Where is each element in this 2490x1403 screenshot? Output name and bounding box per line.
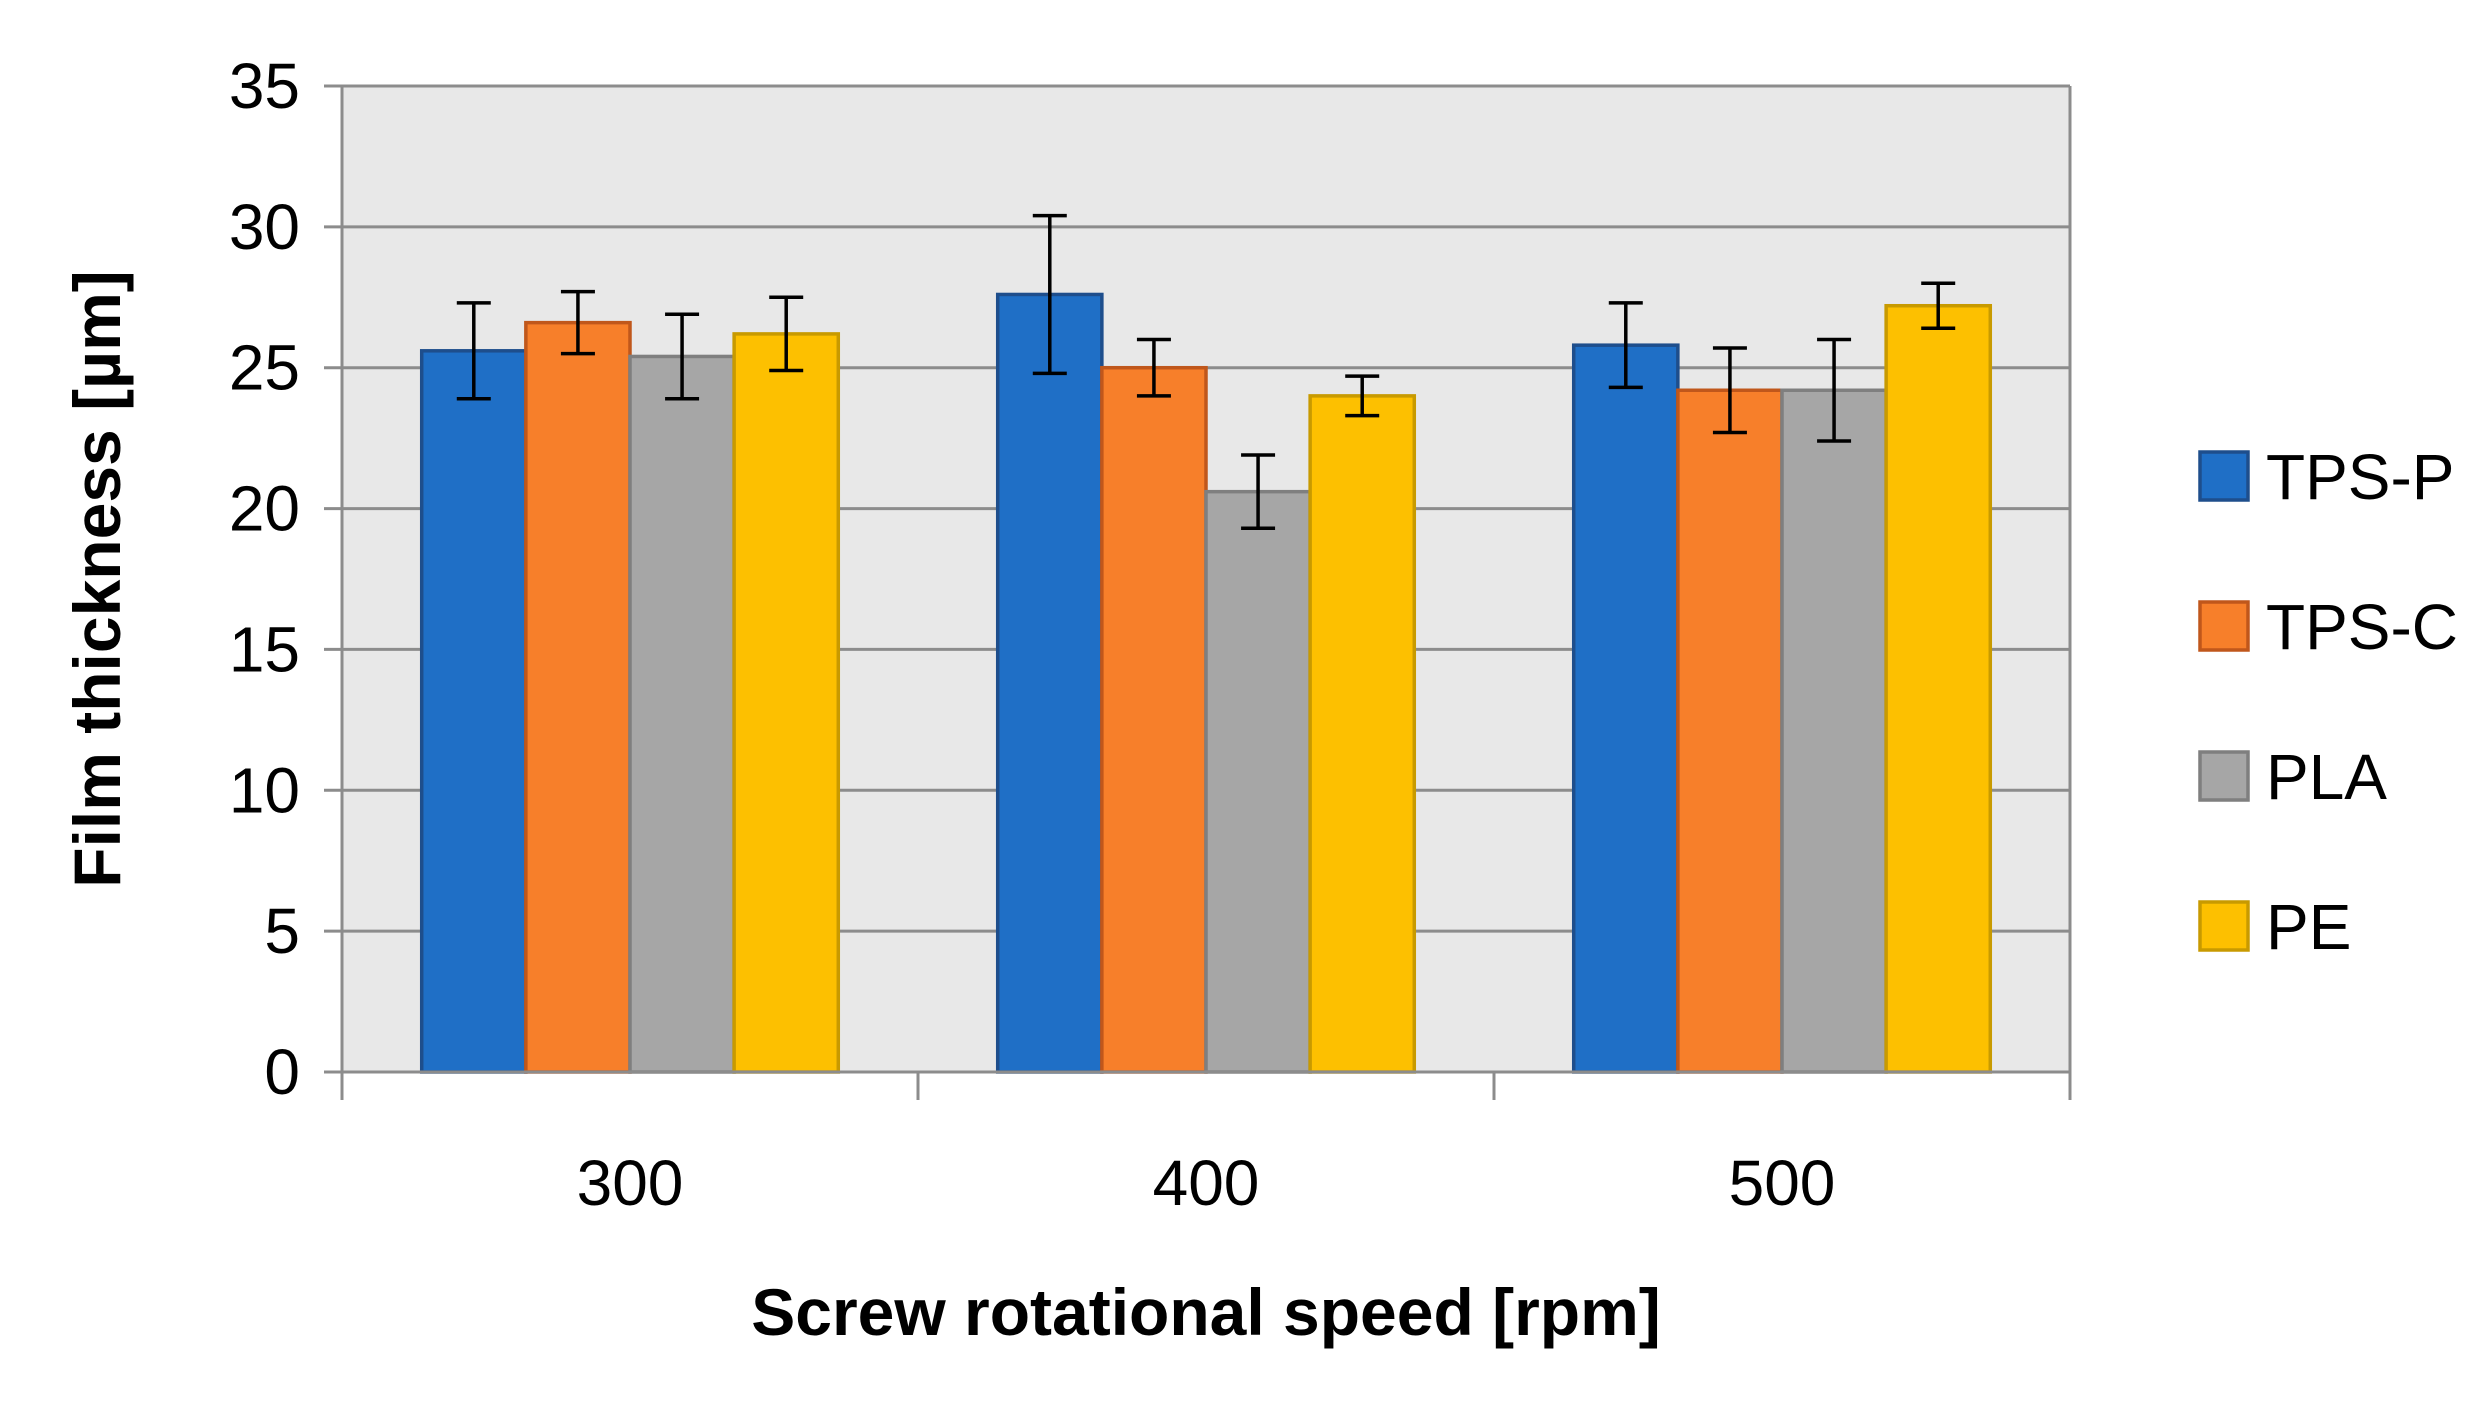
error-bar-pla-400 — [1241, 453, 1276, 531]
legend-swatch — [2198, 750, 2250, 802]
bar-tps-c-300 — [524, 320, 632, 1074]
error-bar-tps-p-400 — [1032, 213, 1067, 376]
error-bar-tps-p-300 — [456, 301, 491, 401]
bars — [419, 292, 1993, 1074]
x-axis — [340, 1070, 2072, 1100]
bar-pe-500 — [1884, 303, 1993, 1074]
legend-label: TPS-P — [2266, 441, 2454, 513]
y-tick-label: 0 — [264, 1036, 300, 1108]
legend-item-tps-c: TPS-C — [2198, 591, 2458, 663]
y-tick-label: 35 — [229, 50, 300, 122]
y-tick-label: 5 — [264, 895, 300, 967]
error-bars — [456, 213, 1956, 531]
legend: TPS-P TPS-C PLA PE — [2198, 441, 2458, 963]
x-tick-label: 400 — [1153, 1147, 1260, 1219]
error-bar-tps-c-500 — [1712, 346, 1747, 435]
x-tick-label: 300 — [577, 1147, 684, 1219]
bar-pla-300 — [628, 354, 736, 1074]
error-bar-tps-c-300 — [560, 289, 595, 356]
error-bar-tps-c-400 — [1136, 337, 1171, 398]
legend-label: PE — [2266, 891, 2351, 963]
x-axis-title: Screw rotational speed [rpm] — [751, 1275, 1661, 1349]
bar-tps-p-300 — [419, 349, 528, 1074]
bar-pe-300 — [732, 332, 841, 1074]
bar-pla-400 — [1204, 489, 1312, 1074]
legend-item-pe: PE — [2198, 891, 2351, 963]
legend-label: PLA — [2266, 741, 2387, 813]
bar-tps-p-400 — [995, 292, 1104, 1074]
error-bar-pe-500 — [1921, 281, 1956, 331]
x-axis-tick-labels: 300 400 500 — [577, 1147, 1836, 1219]
x-tick-label: 500 — [1729, 1147, 1836, 1219]
bar-tps-c-500 — [1676, 388, 1784, 1074]
error-bar-pe-300 — [769, 295, 804, 373]
bar-pla-500 — [1780, 388, 1888, 1074]
bar-tps-p-500 — [1571, 343, 1680, 1074]
y-tick-label: 15 — [229, 613, 300, 685]
legend-swatch — [2198, 450, 2250, 502]
legend-label: TPS-C — [2266, 591, 2458, 663]
bar-pe-400 — [1308, 394, 1417, 1074]
legend-swatch — [2198, 600, 2250, 652]
legend-item-tps-p: TPS-P — [2198, 441, 2454, 513]
error-bar-pla-500 — [1817, 337, 1852, 443]
error-bar-tps-p-500 — [1608, 301, 1643, 390]
y-tick-label: 10 — [229, 754, 300, 826]
legend-item-pla: PLA — [2198, 741, 2387, 813]
y-axis-title: Film thickness [µm] — [60, 270, 134, 888]
y-axis-tick-labels: 0 5 10 15 20 25 30 35 — [229, 50, 300, 1108]
error-bar-pla-300 — [665, 312, 700, 401]
error-bar-pe-400 — [1345, 374, 1380, 418]
y-tick-label: 30 — [229, 191, 300, 263]
y-tick-label: 20 — [229, 473, 300, 545]
y-tick-label: 25 — [229, 332, 300, 404]
legend-swatch — [2198, 900, 2250, 952]
bar-tps-c-400 — [1100, 365, 1208, 1074]
